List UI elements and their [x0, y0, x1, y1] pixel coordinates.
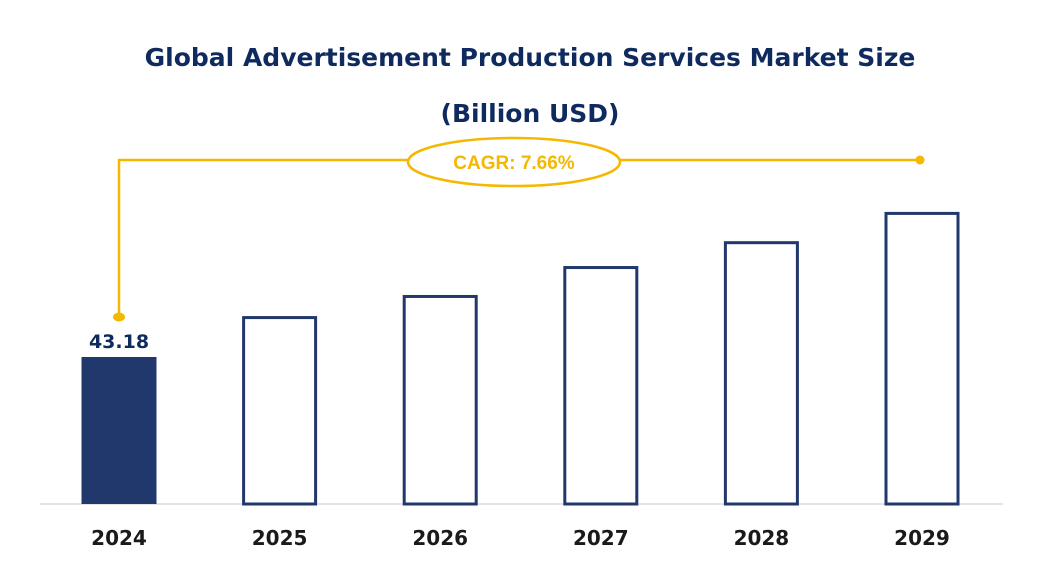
- x-tick-label-2026: 2026: [412, 526, 468, 550]
- bar-2026: [402, 294, 478, 506]
- cagr-end-dot: [915, 155, 925, 165]
- bar-2027: [563, 266, 639, 506]
- bar-2028: [723, 241, 799, 506]
- data-label-2024: 43.18: [89, 331, 149, 353]
- cagr-annotation: CAGR: 7.66%: [113, 136, 925, 322]
- cagr-ellipse: [406, 136, 622, 188]
- bar-2025: [242, 316, 318, 506]
- x-tick-label-2024: 2024: [91, 526, 147, 550]
- cagr-label: CAGR: 7.66%: [453, 153, 575, 174]
- cagr-start-dot: [113, 312, 125, 322]
- bar-2029: [884, 211, 960, 506]
- chart-subtitle: (Billion USD): [441, 99, 620, 128]
- x-tick-label-2027: 2027: [573, 526, 629, 550]
- chart-title: Global Advertisement Production Services…: [145, 43, 916, 72]
- x-tick-label-2025: 2025: [252, 526, 308, 550]
- x-tick-label-2029: 2029: [894, 526, 950, 550]
- bar-2024: [81, 357, 157, 504]
- x-tick-label-2028: 2028: [734, 526, 790, 550]
- cagr-connector-line: [117, 158, 410, 316]
